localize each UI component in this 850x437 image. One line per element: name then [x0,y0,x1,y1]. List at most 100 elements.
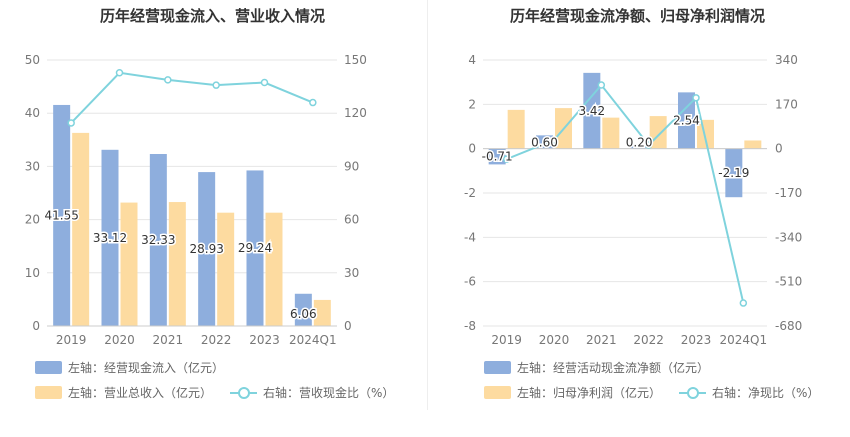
bar-primary [149,154,167,326]
legend-label: 左轴：营业总收入（亿元） [68,386,213,400]
ratio-line-point [164,76,172,84]
y-right-tick-label: 150 [344,53,367,67]
x-tick-label: 2021 [586,333,617,347]
right-legend-row-1: 左轴：经营活动现金流净额（亿元） [484,359,727,376]
left-legend-row-2: 左轴：营业总收入（亿元） 右轴：营收现金比（%） [35,384,412,401]
bar-primary [725,148,743,198]
ratio-line-point [597,81,606,89]
x-tick-label: 2020 [104,333,135,347]
legend-item-revenue[interactable]: 左轴：营业总收入（亿元） [35,384,212,401]
legend-item-net-cash-ratio[interactable]: 右轴：净现比（%） [679,384,819,401]
bar-data-label: 28.93 [189,242,223,256]
legend-swatch-blue [484,361,511,374]
y-left-tick-label: 20 [25,213,40,227]
bar-data-label: 6.06 [290,307,317,321]
y-right-tick-label: 170 [775,97,798,111]
legend-label: 左轴：归母净利润（亿元） [517,386,662,400]
panel-divider [427,0,428,410]
legend-line-marker-icon [230,386,258,399]
y-left-tick-label: -4 [464,230,476,244]
ratio-line-point [550,136,558,144]
y-left-tick-label: 0 [468,142,476,156]
bar-data-label: -0.71 [482,150,513,164]
legend-label: 左轴：经营活动现金流净额（亿元） [517,361,710,375]
bar-primary [678,92,695,149]
bar-secondary [507,109,525,149]
ratio-line-point [692,94,700,102]
bar-secondary [265,212,283,326]
bar-data-label: 2.54 [673,114,700,128]
y-right-tick-label: -680 [775,319,802,333]
legend-label: 右轴：营收现金比（%） [263,386,395,400]
y-left-tick-label: 4 [468,53,476,67]
bar-secondary [217,212,235,326]
bar-data-label: 0.20 [626,136,653,150]
right-legend-row-2: 左轴：归母净利润（亿元） 右轴：净现比（%） [484,384,837,401]
y-left-tick-label: 2 [468,97,476,111]
bar-data-label: 29.24 [238,241,272,255]
x-tick-label: 2022 [633,333,664,347]
x-tick-label: 2024Q1 [289,333,337,347]
bar-primary [294,293,312,326]
bar-secondary [697,119,714,149]
bar-secondary [744,140,762,149]
y-right-tick-label: 90 [344,159,359,173]
y-left-tick-label: 10 [25,266,40,280]
legend-item-cash-inflow[interactable]: 左轴：经营现金流入（亿元） [35,359,224,376]
bar-secondary [120,202,138,326]
legend-line-marker-icon [679,386,707,399]
bar-data-label: -2.19 [718,166,749,180]
y-right-tick-label: 0 [775,142,783,156]
ratio-line-point [309,98,317,107]
bar-primary [198,172,216,326]
ratio-line-point [260,78,269,87]
legend-swatch-blue [35,361,62,374]
ratio-line-point [502,155,511,163]
ratio-line-point [739,299,748,307]
ratio-line-point [67,119,75,127]
bar-data-label: 41.55 [44,208,78,222]
bar-primary [101,149,119,326]
ratio-line-point [644,141,653,149]
x-tick-label: 2023 [249,333,280,347]
bar-secondary [313,299,331,326]
left-legend-row-1: 左轴：经营现金流入（亿元） [35,359,242,376]
y-right-tick-label: -170 [775,186,802,200]
ratio-line-point [212,81,220,89]
bar-data-label: 0.60 [531,136,558,150]
y-left-tick-label: 0 [32,319,40,333]
left-chart-title: 历年经营现金流入、营业收入情况 [99,7,325,25]
bar-primary [53,104,71,326]
bar-data-label: 32.33 [141,233,175,247]
y-right-tick-label: 30 [344,266,359,280]
x-tick-label: 2024Q1 [720,333,768,347]
bar-secondary [168,202,186,326]
x-tick-label: 2019 [56,333,87,347]
bar-primary [630,144,648,149]
legend-item-net-operating-cash[interactable]: 左轴：经营活动现金流净额（亿元） [484,359,709,376]
legend-swatch-orange [35,386,62,399]
bar-secondary [72,132,90,326]
x-tick-label: 2023 [681,333,712,347]
x-tick-label: 2021 [153,333,184,347]
legend-label: 左轴：经营现金流入（亿元） [68,361,225,375]
x-tick-label: 2022 [201,333,232,347]
x-tick-label: 2019 [491,333,522,347]
y-left-tick-label: -2 [464,186,476,200]
y-right-tick-label: -510 [775,275,802,289]
legend-item-cash-ratio[interactable]: 右轴：营收现金比（%） [230,384,394,401]
y-left-tick-label: 40 [25,106,40,120]
bar-secondary [602,117,620,149]
bar-primary [246,170,264,326]
y-left-tick-label: 50 [25,53,40,67]
bar-data-label: 3.42 [578,104,605,118]
ratio-line-point [115,69,124,77]
legend-item-net-profit[interactable]: 左轴：归母净利润（亿元） [484,384,661,401]
y-right-tick-label: -340 [775,230,802,244]
y-left-tick-label: -6 [464,275,476,289]
y-left-tick-label: -8 [464,319,476,333]
y-right-tick-label: 0 [344,319,352,333]
ratio-line [70,71,314,124]
